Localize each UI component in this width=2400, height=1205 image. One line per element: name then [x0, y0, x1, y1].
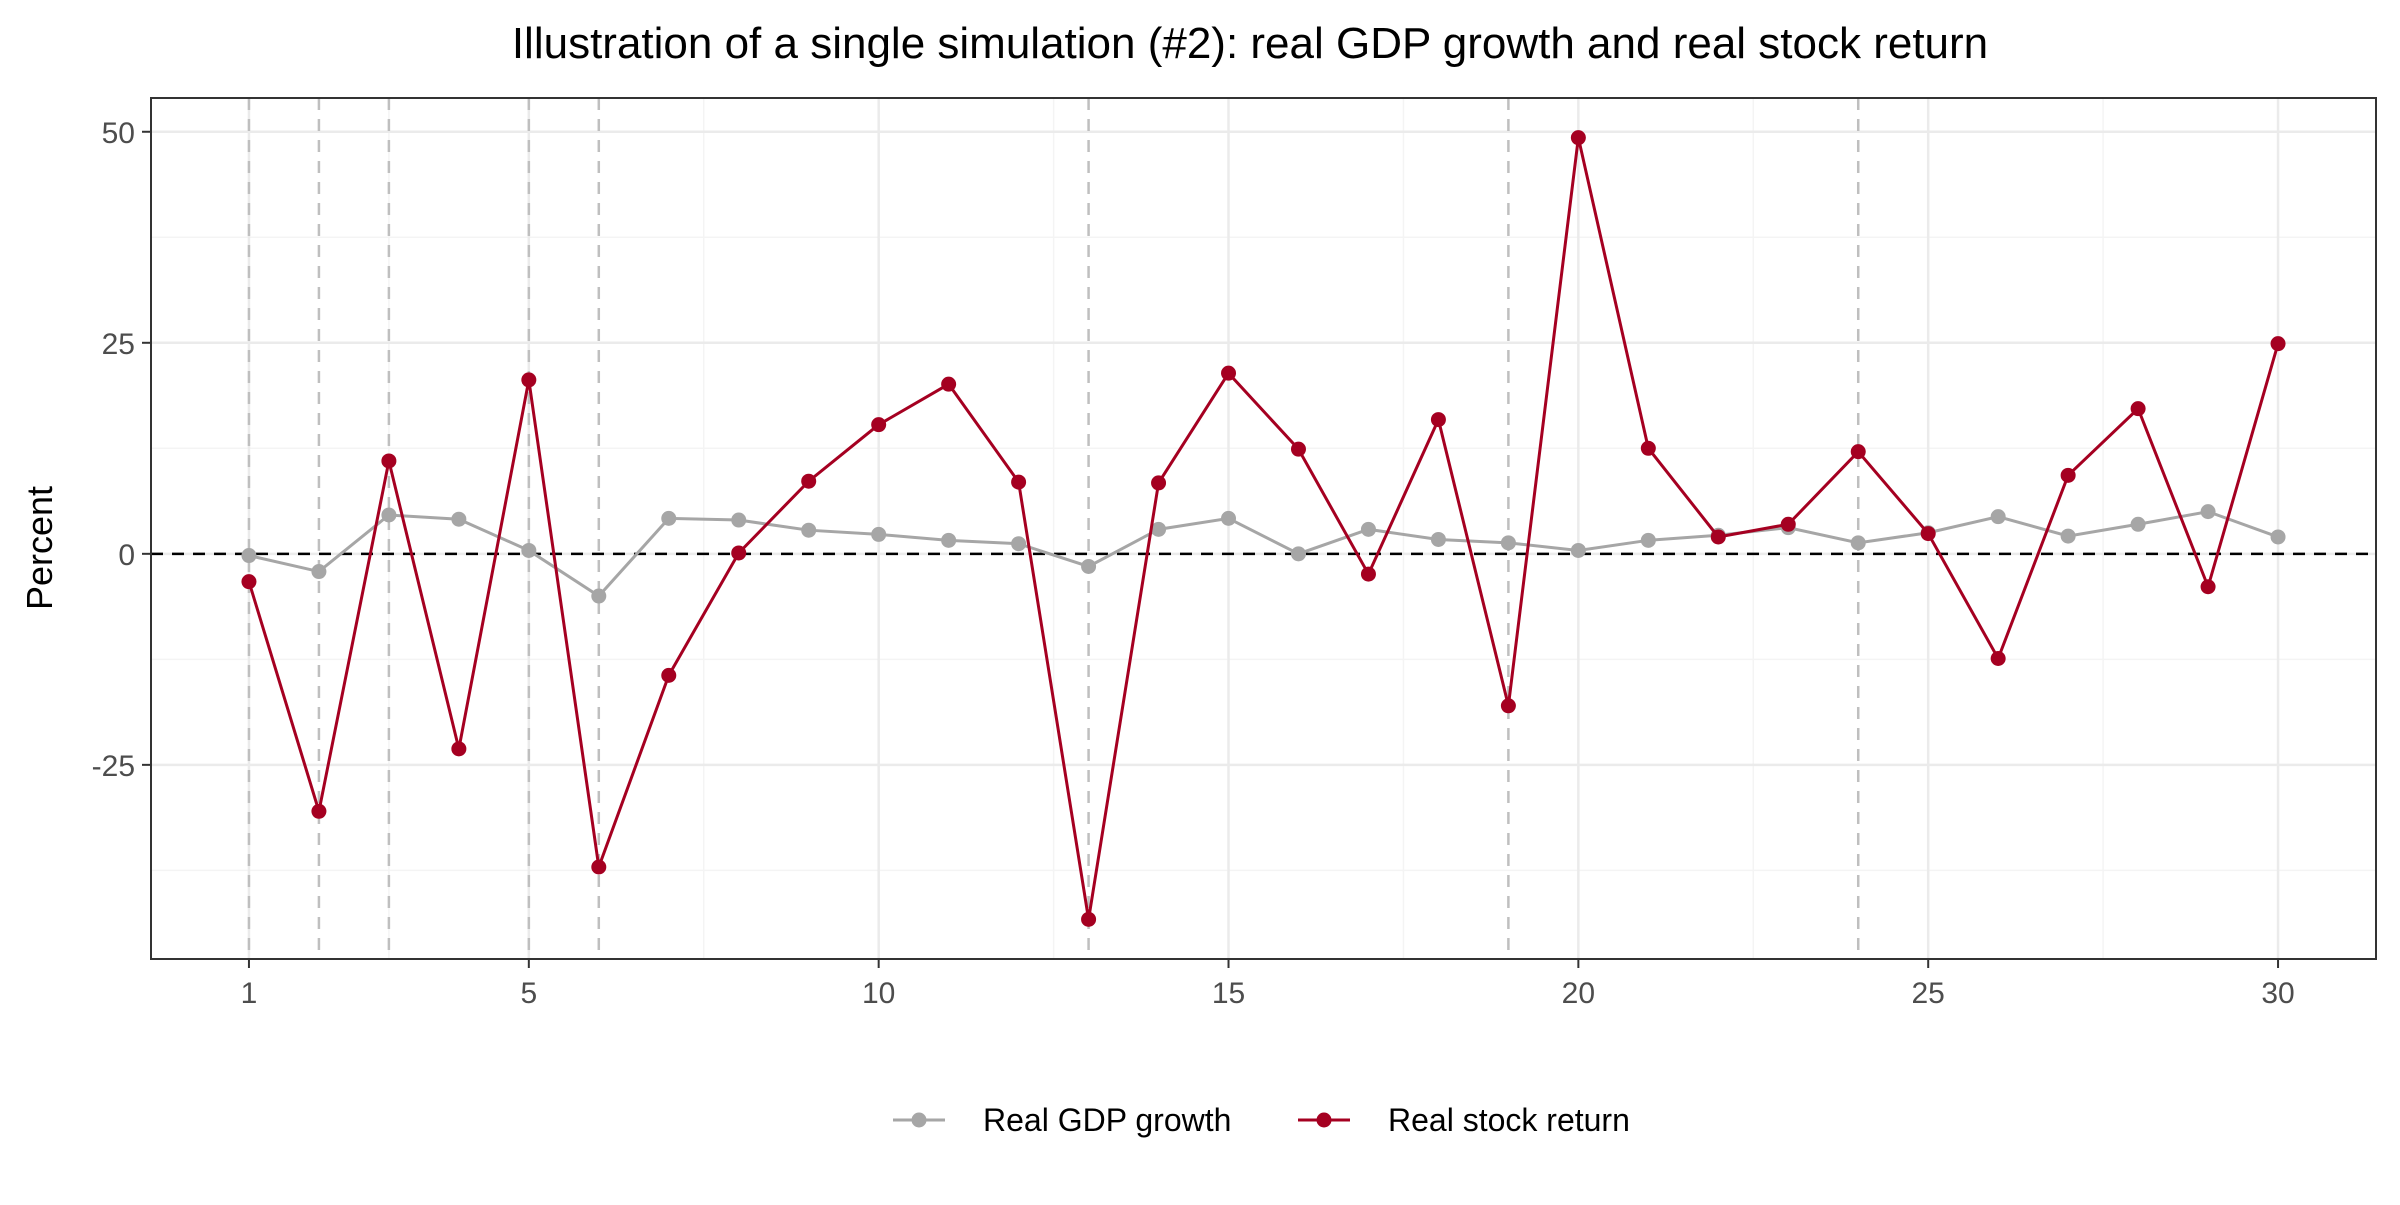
series-line — [247, 137, 2280, 920]
data-point — [521, 372, 537, 388]
data-point — [731, 545, 747, 561]
legend-key-point — [911, 1112, 927, 1128]
data-point — [871, 417, 887, 433]
data-point — [381, 453, 397, 469]
data-point — [1780, 516, 1796, 532]
data-point — [801, 473, 817, 489]
data-point — [1570, 130, 1586, 146]
data-point — [1990, 509, 2006, 525]
data-point — [1011, 536, 1027, 552]
legend-label: Real stock return — [1388, 1102, 1630, 1138]
data-point — [2270, 529, 2286, 545]
data-point — [2200, 504, 2216, 520]
x-tick-label: 15 — [1212, 977, 1245, 1010]
data-point — [2060, 467, 2076, 483]
data-point — [731, 512, 747, 528]
data-point — [1710, 529, 1726, 545]
data-point — [311, 803, 327, 819]
data-point — [1221, 510, 1237, 526]
data-point — [2130, 516, 2146, 532]
data-point — [1640, 440, 1656, 456]
data-point — [661, 510, 677, 526]
data-point — [311, 564, 327, 580]
data-point — [521, 542, 537, 558]
data-point — [661, 667, 677, 683]
series — [241, 130, 2286, 927]
y-tick-label: 25 — [102, 328, 135, 361]
data-point — [1151, 475, 1167, 491]
data-point — [1290, 441, 1306, 457]
data-point — [2130, 401, 2146, 417]
data-point — [1850, 535, 1866, 551]
data-point — [1360, 521, 1376, 537]
data-point — [381, 507, 397, 523]
y-axis-label: Percent — [19, 486, 60, 610]
x-tick-label: 10 — [862, 977, 895, 1010]
data-point — [2200, 579, 2216, 595]
series-line — [248, 510, 2279, 598]
data-point — [451, 741, 467, 757]
x-tick-label: 20 — [1562, 977, 1595, 1010]
y-tick-label: -25 — [92, 750, 135, 783]
highlight-lines — [247, 98, 1860, 959]
x-tick-label: 25 — [1912, 977, 1945, 1010]
legend-label: Real GDP growth — [983, 1102, 1231, 1138]
data-point — [241, 548, 257, 564]
x-tick-label: 1 — [241, 977, 258, 1010]
data-point — [1081, 911, 1097, 927]
data-point — [2060, 528, 2076, 544]
data-point — [591, 588, 607, 604]
data-point — [1151, 521, 1167, 537]
data-point — [1990, 650, 2006, 666]
data-point — [941, 532, 957, 548]
legend: Real GDP growth Real stock return — [893, 1102, 1630, 1138]
data-point — [941, 376, 957, 392]
data-point — [2270, 336, 2286, 352]
data-point — [871, 526, 887, 542]
x-tick-label: 5 — [520, 977, 537, 1010]
data-point — [1500, 535, 1516, 551]
data-point — [1011, 474, 1027, 490]
x-tick-label: 30 — [2261, 977, 2294, 1010]
legend-key-point — [1316, 1112, 1332, 1128]
data-point — [801, 522, 817, 538]
data-point — [1081, 558, 1097, 574]
series-group-0 — [241, 504, 2286, 604]
y-tick-label: 0 — [118, 539, 135, 572]
data-point — [1640, 532, 1656, 548]
plot-panel-border — [150, 97, 2377, 960]
legend-item-0: Real GDP growth — [893, 1102, 1231, 1138]
data-point — [1500, 698, 1516, 714]
series-group-1 — [241, 130, 2286, 927]
data-point — [1290, 546, 1306, 562]
data-point — [1920, 526, 1936, 542]
data-point — [1360, 566, 1376, 582]
data-point — [1430, 412, 1446, 428]
legend-item-1: Real stock return — [1298, 1102, 1630, 1138]
data-point — [1850, 444, 1866, 460]
y-tick-label: 50 — [102, 117, 135, 150]
data-point — [1430, 531, 1446, 547]
data-point — [591, 859, 607, 875]
data-point — [451, 511, 467, 527]
chart-title: Illustration of a single simulation (#2)… — [512, 19, 1988, 68]
data-point — [1570, 542, 1586, 558]
data-point — [1221, 365, 1237, 381]
data-point — [241, 574, 257, 590]
